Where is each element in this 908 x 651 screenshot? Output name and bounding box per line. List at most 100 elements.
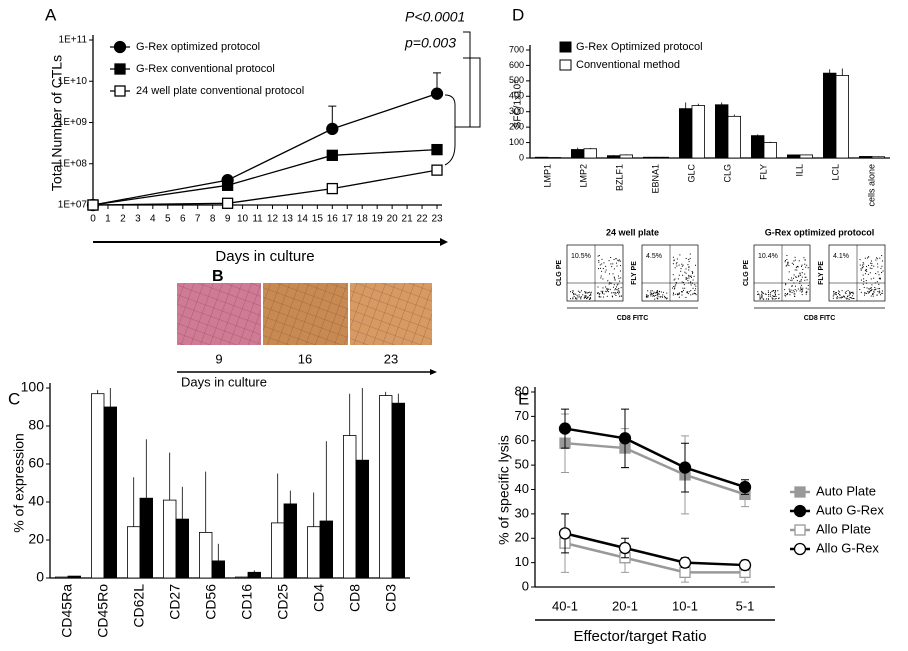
- flow-dot: [686, 292, 688, 294]
- flow-dot: [835, 294, 837, 296]
- flow-dot: [675, 282, 677, 284]
- legend-marker: [794, 524, 806, 536]
- annotation: p=0.003: [404, 35, 456, 51]
- flow-dot: [846, 298, 848, 300]
- flow-dot: [580, 296, 582, 298]
- y-tick-label: 600: [509, 60, 524, 70]
- flow-dot: [771, 297, 773, 299]
- flow-dot: [863, 280, 865, 282]
- y-tick-label: 200: [509, 122, 524, 132]
- flow-dot: [690, 290, 692, 292]
- flow-dot: [616, 289, 618, 291]
- flow-dot: [676, 262, 678, 264]
- flow-dot: [778, 293, 780, 295]
- flow-dot: [689, 257, 691, 259]
- flow-dot: [612, 292, 614, 294]
- flow-dot: [772, 298, 774, 300]
- flow-dot: [867, 290, 869, 292]
- flow-dot: [688, 266, 690, 268]
- flow-dot: [618, 260, 620, 262]
- marker: [678, 461, 692, 474]
- flow-dot: [604, 271, 606, 273]
- flow-dot: [573, 292, 575, 294]
- flow-dot: [695, 285, 697, 287]
- legend-marker: [114, 63, 126, 75]
- flow-dot: [866, 269, 868, 271]
- flow-dot: [590, 294, 592, 296]
- x-tick-label: GLC: [686, 164, 696, 183]
- flow-dot: [679, 254, 681, 256]
- y-tick-label: 0: [519, 152, 524, 162]
- x-tick-label: 8: [210, 214, 216, 225]
- x-tick-label: CD56: [203, 584, 219, 620]
- flow-dot: [860, 279, 862, 281]
- flow-dot: [861, 267, 863, 269]
- x-tick-label: 10: [237, 214, 249, 225]
- bar: [835, 75, 850, 159]
- flow-dot: [606, 295, 608, 297]
- y-tick-label: 400: [509, 91, 524, 101]
- flow-dot: [649, 292, 651, 294]
- flow-dot: [576, 294, 578, 296]
- flow-dot: [580, 298, 582, 300]
- flow-dot: [664, 297, 666, 299]
- legend-marker: [793, 504, 807, 518]
- flow-dot: [778, 297, 780, 299]
- flow-dot: [674, 287, 676, 289]
- flow-dot: [806, 292, 808, 294]
- flow-dot: [656, 294, 658, 296]
- flow-dot: [598, 294, 600, 296]
- flow-dot: [692, 279, 694, 281]
- day-label: 16: [298, 351, 312, 366]
- flow-dot: [688, 274, 690, 276]
- flow-dot: [784, 294, 786, 296]
- bar: [391, 402, 406, 579]
- flow-dot: [798, 275, 800, 277]
- flow-dot: [585, 295, 587, 297]
- flow-dot: [793, 293, 795, 295]
- flow-dot: [687, 279, 689, 281]
- flow-dot: [879, 291, 881, 293]
- flow-dot: [775, 298, 777, 300]
- flow-dot: [610, 282, 612, 284]
- flow-dot: [688, 258, 690, 260]
- flow-dot: [774, 291, 776, 293]
- flow-dot: [864, 257, 866, 259]
- flow-dot: [618, 288, 620, 290]
- flow-dot: [873, 289, 875, 291]
- flow-dot: [760, 297, 762, 299]
- flow-dot: [579, 291, 581, 293]
- flow-dot: [848, 291, 850, 293]
- flow-dot: [610, 256, 612, 258]
- series-line: [564, 441, 746, 496]
- flow-dot: [612, 286, 614, 288]
- bar: [127, 526, 141, 579]
- flow-dot: [683, 284, 685, 286]
- flow-dot: [797, 288, 799, 290]
- flow-dot: [784, 261, 786, 263]
- flow-dot: [761, 292, 763, 294]
- flow-dot: [775, 290, 777, 292]
- flow-dot: [685, 258, 687, 260]
- flow-dot: [613, 268, 615, 270]
- culture-image-mesh: [177, 283, 261, 345]
- flow-dot: [800, 279, 802, 281]
- flow-dot: [799, 273, 801, 275]
- y-tick-label: 30: [515, 505, 529, 520]
- flow-dot: [599, 267, 601, 269]
- flow-dot: [794, 259, 796, 261]
- flow-dot: [590, 291, 592, 293]
- flow-dot: [572, 290, 574, 292]
- flow-dot: [597, 293, 599, 295]
- flow-x-label: CD8 FITC: [617, 315, 649, 322]
- flow-dot: [852, 298, 854, 300]
- flow-dot: [601, 263, 603, 265]
- bar: [871, 156, 886, 159]
- flow-dot: [838, 291, 840, 293]
- flow-dot: [572, 297, 574, 299]
- flow-dot: [650, 290, 652, 292]
- flow-dot: [654, 298, 656, 300]
- flow-dot: [871, 284, 873, 286]
- flow-dot: [877, 288, 879, 290]
- bar: [679, 108, 693, 159]
